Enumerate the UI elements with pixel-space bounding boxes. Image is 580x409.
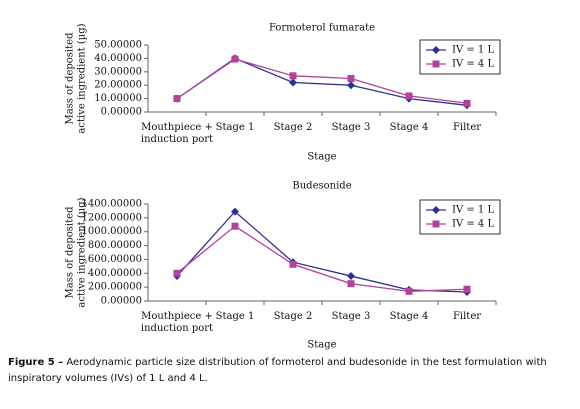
y-tick-label: 400.00000: [88, 268, 142, 279]
data-point: [463, 285, 471, 293]
y-axis-label: Mass of deposited: [65, 206, 76, 299]
legend-label: IV = 4 L: [452, 219, 494, 230]
chart-title: Formoterol fumarate: [269, 23, 375, 34]
series-line: [176, 58, 468, 104]
x-axis-label: Stage: [307, 340, 336, 351]
y-tick-label: 600.00000: [88, 254, 142, 265]
y-tick-label: 0.00000: [101, 107, 142, 118]
x-tick-label: Stage 2: [273, 122, 313, 133]
legend-marker: [432, 46, 440, 54]
legend-marker: [432, 220, 440, 228]
data-point: [173, 95, 181, 103]
y-tick-label: 10.00000: [94, 93, 142, 104]
data-point: [289, 78, 297, 87]
x-tick-label: Mouthpiece + induction port: [140, 311, 214, 334]
x-tick-label: Stage 4: [389, 122, 429, 133]
x-tick-label: Stage 1: [215, 311, 255, 322]
x-tick-label: Stage 4: [389, 311, 429, 322]
x-tick-label: Filter: [452, 311, 482, 322]
data-point: [173, 269, 181, 277]
data-point: [463, 99, 471, 107]
data-point: [405, 92, 413, 100]
data-point: [347, 280, 355, 288]
y-tick-label: 20.00000: [94, 80, 142, 91]
x-tick-label: Mouthpiece + induction port: [140, 122, 214, 145]
caption-text: Aerodynamic particle size distribution o…: [8, 357, 547, 384]
data-point: [231, 207, 239, 216]
y-tick-label: 40.00000: [94, 53, 142, 64]
legend-label: IV = 1 L: [452, 45, 494, 56]
data-point: [405, 287, 413, 295]
caption: Figure 5 – Aerodynamic particle size dis…: [8, 355, 568, 387]
data-point: [231, 222, 239, 230]
series-line: [176, 225, 468, 292]
data-point: [347, 272, 355, 281]
x-tick-label: Stage 3: [331, 311, 371, 322]
data-point: [231, 55, 239, 63]
y-tick-label: 1000.00000: [82, 226, 142, 237]
series-line: [176, 210, 468, 293]
data-point: [347, 75, 355, 82]
legend-label: IV = 4 L: [452, 59, 494, 70]
y-tick-label: 1200.00000: [82, 212, 142, 223]
x-tick-label: Stage 1: [215, 122, 255, 133]
y-axis-label: Mass of deposited: [65, 32, 76, 125]
y-tick-label: 200.00000: [88, 282, 142, 293]
legend-marker: [432, 206, 440, 214]
legend-box: [419, 199, 501, 235]
x-tick-label: Filter: [452, 122, 482, 133]
data-point: [347, 81, 355, 90]
y-tick-label: 1400.00000: [82, 199, 142, 210]
y-tick-label: 50.00000: [94, 40, 142, 51]
y-axis-label: active ingredient (µg): [77, 23, 88, 133]
data-point: [289, 260, 297, 268]
x-tick-label: Stage 2: [273, 311, 313, 322]
legend-box: [419, 39, 501, 75]
x-tick-label: Stage 3: [331, 122, 371, 133]
data-point: [289, 72, 297, 80]
y-axis-label: active ingredient (µg): [77, 197, 88, 307]
y-tick-label: 800.00000: [88, 240, 142, 251]
chart-title: Budesonide: [292, 181, 351, 192]
caption-label: Figure 5 –: [8, 357, 64, 368]
y-tick-label: 0.00000: [101, 296, 142, 307]
y-tick-label: 30.00000: [94, 66, 142, 77]
legend-marker: [432, 60, 440, 68]
legend-label: IV = 1 L: [452, 205, 494, 216]
x-axis-label: Stage: [307, 152, 336, 163]
